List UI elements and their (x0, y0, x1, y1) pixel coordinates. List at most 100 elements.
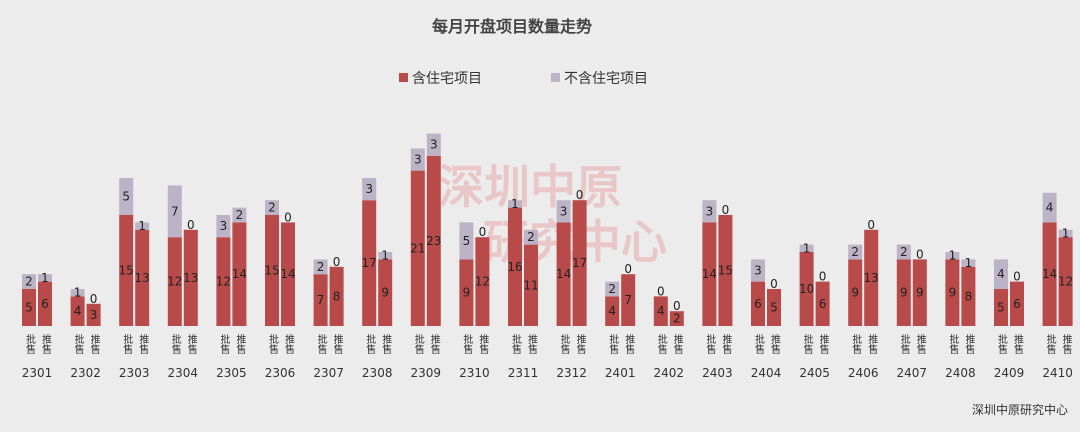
data-label-residential: 7 (624, 293, 632, 307)
bar-residential (767, 289, 781, 326)
bar-non-residential (426, 133, 441, 156)
x-tick-label: 2406 (848, 366, 879, 380)
sub-category-label: 推售 (720, 333, 732, 355)
x-tick-label: 2402 (654, 366, 685, 380)
sub-category-label: 推售 (88, 333, 100, 355)
data-label-residential: 11 (523, 278, 538, 292)
data-label-non-residential: 1 (949, 249, 957, 263)
data-label-residential: 3 (90, 308, 98, 322)
sub-category-label: 推售 (671, 333, 683, 355)
data-label-non-residential: 4 (997, 267, 1005, 281)
bar-residential (475, 237, 490, 326)
bar-residential (556, 222, 571, 326)
data-label-residential: 14 (232, 267, 247, 281)
bar-residential (329, 266, 344, 326)
bar-residential (232, 222, 247, 326)
bar-residential (265, 215, 279, 326)
sub-category-label: 推售 (283, 333, 295, 355)
x-tick-label: 2312 (556, 366, 587, 380)
bar-residential (524, 244, 538, 326)
bar-residential (167, 237, 182, 326)
data-label-non-residential: 0 (867, 218, 875, 232)
x-tick-label: 2302 (70, 366, 101, 380)
x-tick-label: 2303 (119, 366, 150, 380)
data-label-residential: 14 (702, 267, 717, 281)
data-label-non-residential: 0 (333, 255, 341, 269)
data-label-residential: 17 (362, 256, 377, 270)
data-label-residential: 7 (317, 293, 325, 307)
bar-non-residential (119, 178, 134, 215)
sub-category-label: 推售 (623, 333, 635, 355)
sub-category-label: 推售 (1060, 333, 1072, 355)
bar-residential (718, 215, 733, 326)
data-label-residential: 6 (41, 297, 49, 311)
bar-residential (378, 259, 393, 326)
x-tick-label: 2301 (22, 366, 53, 380)
bar-non-residential (524, 229, 538, 245)
data-label-residential: 12 (475, 275, 490, 289)
bar-residential (183, 229, 198, 326)
bar-residential (22, 289, 36, 326)
data-label-residential: 4 (74, 304, 82, 318)
watermark-line-1: 深圳中原 (438, 160, 622, 214)
bar-residential (1042, 222, 1057, 326)
bar-residential (751, 281, 765, 326)
data-label-non-residential: 4 (1046, 201, 1054, 215)
sub-category-label: 批售 (558, 333, 570, 355)
sub-category-label: 批售 (364, 333, 376, 355)
sub-category-label: 批售 (315, 333, 327, 355)
data-label-residential: 9 (900, 286, 908, 300)
bar-residential (669, 311, 684, 326)
bar-residential (38, 281, 52, 326)
data-label-residential: 14 (556, 267, 571, 281)
data-label-non-residential: 2 (25, 275, 33, 289)
data-label-non-residential: 1 (511, 197, 519, 211)
data-label-residential: 16 (507, 260, 522, 274)
bar-residential (86, 303, 101, 326)
sub-category-label: 推售 (40, 333, 52, 355)
bar-non-residential (945, 252, 960, 260)
data-label-non-residential: 0 (819, 270, 827, 284)
bar-residential (426, 155, 441, 326)
legend-swatch-non-residential (551, 73, 560, 82)
data-label-residential: 6 (1013, 297, 1021, 311)
data-label-non-residential: 3 (430, 138, 438, 152)
bar-non-residential (1042, 192, 1057, 223)
bar-non-residential (70, 289, 85, 297)
sub-category-label: 推售 (769, 333, 781, 355)
bar-non-residential (702, 200, 717, 223)
data-label-non-residential: 2 (527, 230, 535, 244)
sub-category-label: 批售 (121, 333, 133, 355)
sub-category-label: 推售 (428, 333, 440, 355)
sub-category-label: 批售 (850, 333, 862, 355)
data-label-residential: 6 (754, 297, 762, 311)
x-tick-label: 2409 (994, 366, 1025, 380)
bar-residential (70, 296, 85, 326)
x-tick-label: 2304 (168, 366, 199, 380)
data-label-non-residential: 1 (381, 249, 389, 263)
bar-non-residential (896, 244, 911, 260)
x-tick-label: 2405 (799, 366, 830, 380)
bar-non-residential (410, 148, 425, 171)
data-label-non-residential: 0 (479, 225, 487, 239)
data-label-residential: 4 (608, 304, 616, 318)
x-tick-label: 2403 (702, 366, 733, 380)
bar-residential (119, 215, 134, 326)
sub-category-label: 批售 (704, 333, 716, 355)
bar-residential (799, 252, 814, 326)
data-label-residential: 5 (770, 301, 778, 315)
data-label-non-residential: 3 (706, 204, 714, 218)
sub-category-label: 批售 (996, 333, 1008, 355)
legend: 含住宅项目 不含住宅项目 (399, 71, 648, 87)
sub-category-label: 批售 (510, 333, 522, 355)
sub-category-label: 推售 (234, 333, 246, 355)
data-label-residential: 12 (1058, 275, 1073, 289)
sub-category-label: 推售 (1012, 333, 1024, 355)
data-label-non-residential: 2 (236, 208, 244, 222)
data-label-residential: 23 (426, 234, 441, 248)
legend-label-residential: 含住宅项目 (412, 71, 482, 87)
data-label-residential: 13 (864, 271, 879, 285)
data-label-non-residential: 0 (90, 292, 98, 306)
sub-category-label: 推售 (526, 333, 538, 355)
bar-residential (961, 266, 976, 326)
